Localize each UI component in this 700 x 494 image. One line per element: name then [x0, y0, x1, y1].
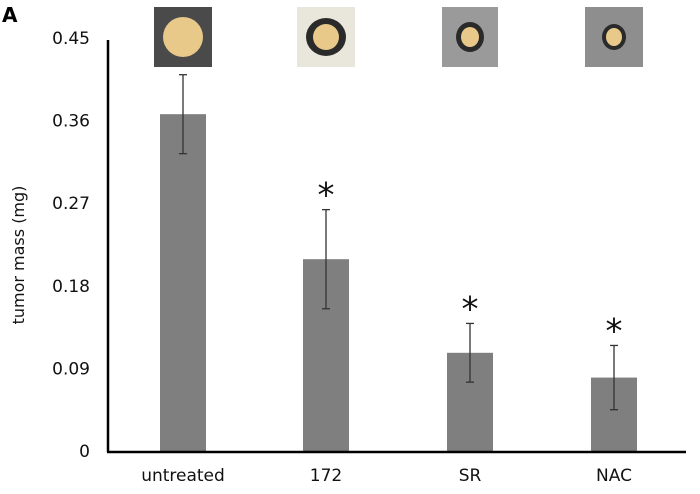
x-tick-label: untreated: [141, 466, 225, 486]
y-tick-label: 0.09: [52, 359, 90, 379]
tumor-photo-172: [297, 7, 355, 67]
significance-marker: *: [462, 289, 479, 329]
tumor-shape: [606, 28, 622, 46]
tumor-photo-SR: [442, 7, 498, 67]
x-tick-label: 172: [310, 466, 342, 486]
y-tick-label: 0.36: [52, 112, 90, 132]
x-tick-label: SR: [459, 466, 482, 486]
y-tick-label: 0.45: [52, 29, 90, 49]
y-axis-label: tumor mass (mg): [9, 186, 28, 325]
significance-marker: *: [606, 311, 623, 351]
significance-marker: *: [318, 176, 335, 216]
y-tick-label: 0: [79, 442, 90, 462]
x-tick-label: NAC: [596, 466, 632, 486]
panel-label: A: [2, 3, 18, 27]
y-tick-label: 0.27: [52, 194, 90, 214]
tumor-photo-untreated: [154, 7, 212, 67]
tumor-shape: [313, 24, 339, 50]
tumor-shape: [163, 17, 203, 57]
y-tick-label: 0.18: [52, 277, 90, 297]
tumor-shape: [461, 27, 479, 47]
tumor-photo-NAC: [585, 7, 643, 67]
bar-untreated: [160, 114, 206, 452]
